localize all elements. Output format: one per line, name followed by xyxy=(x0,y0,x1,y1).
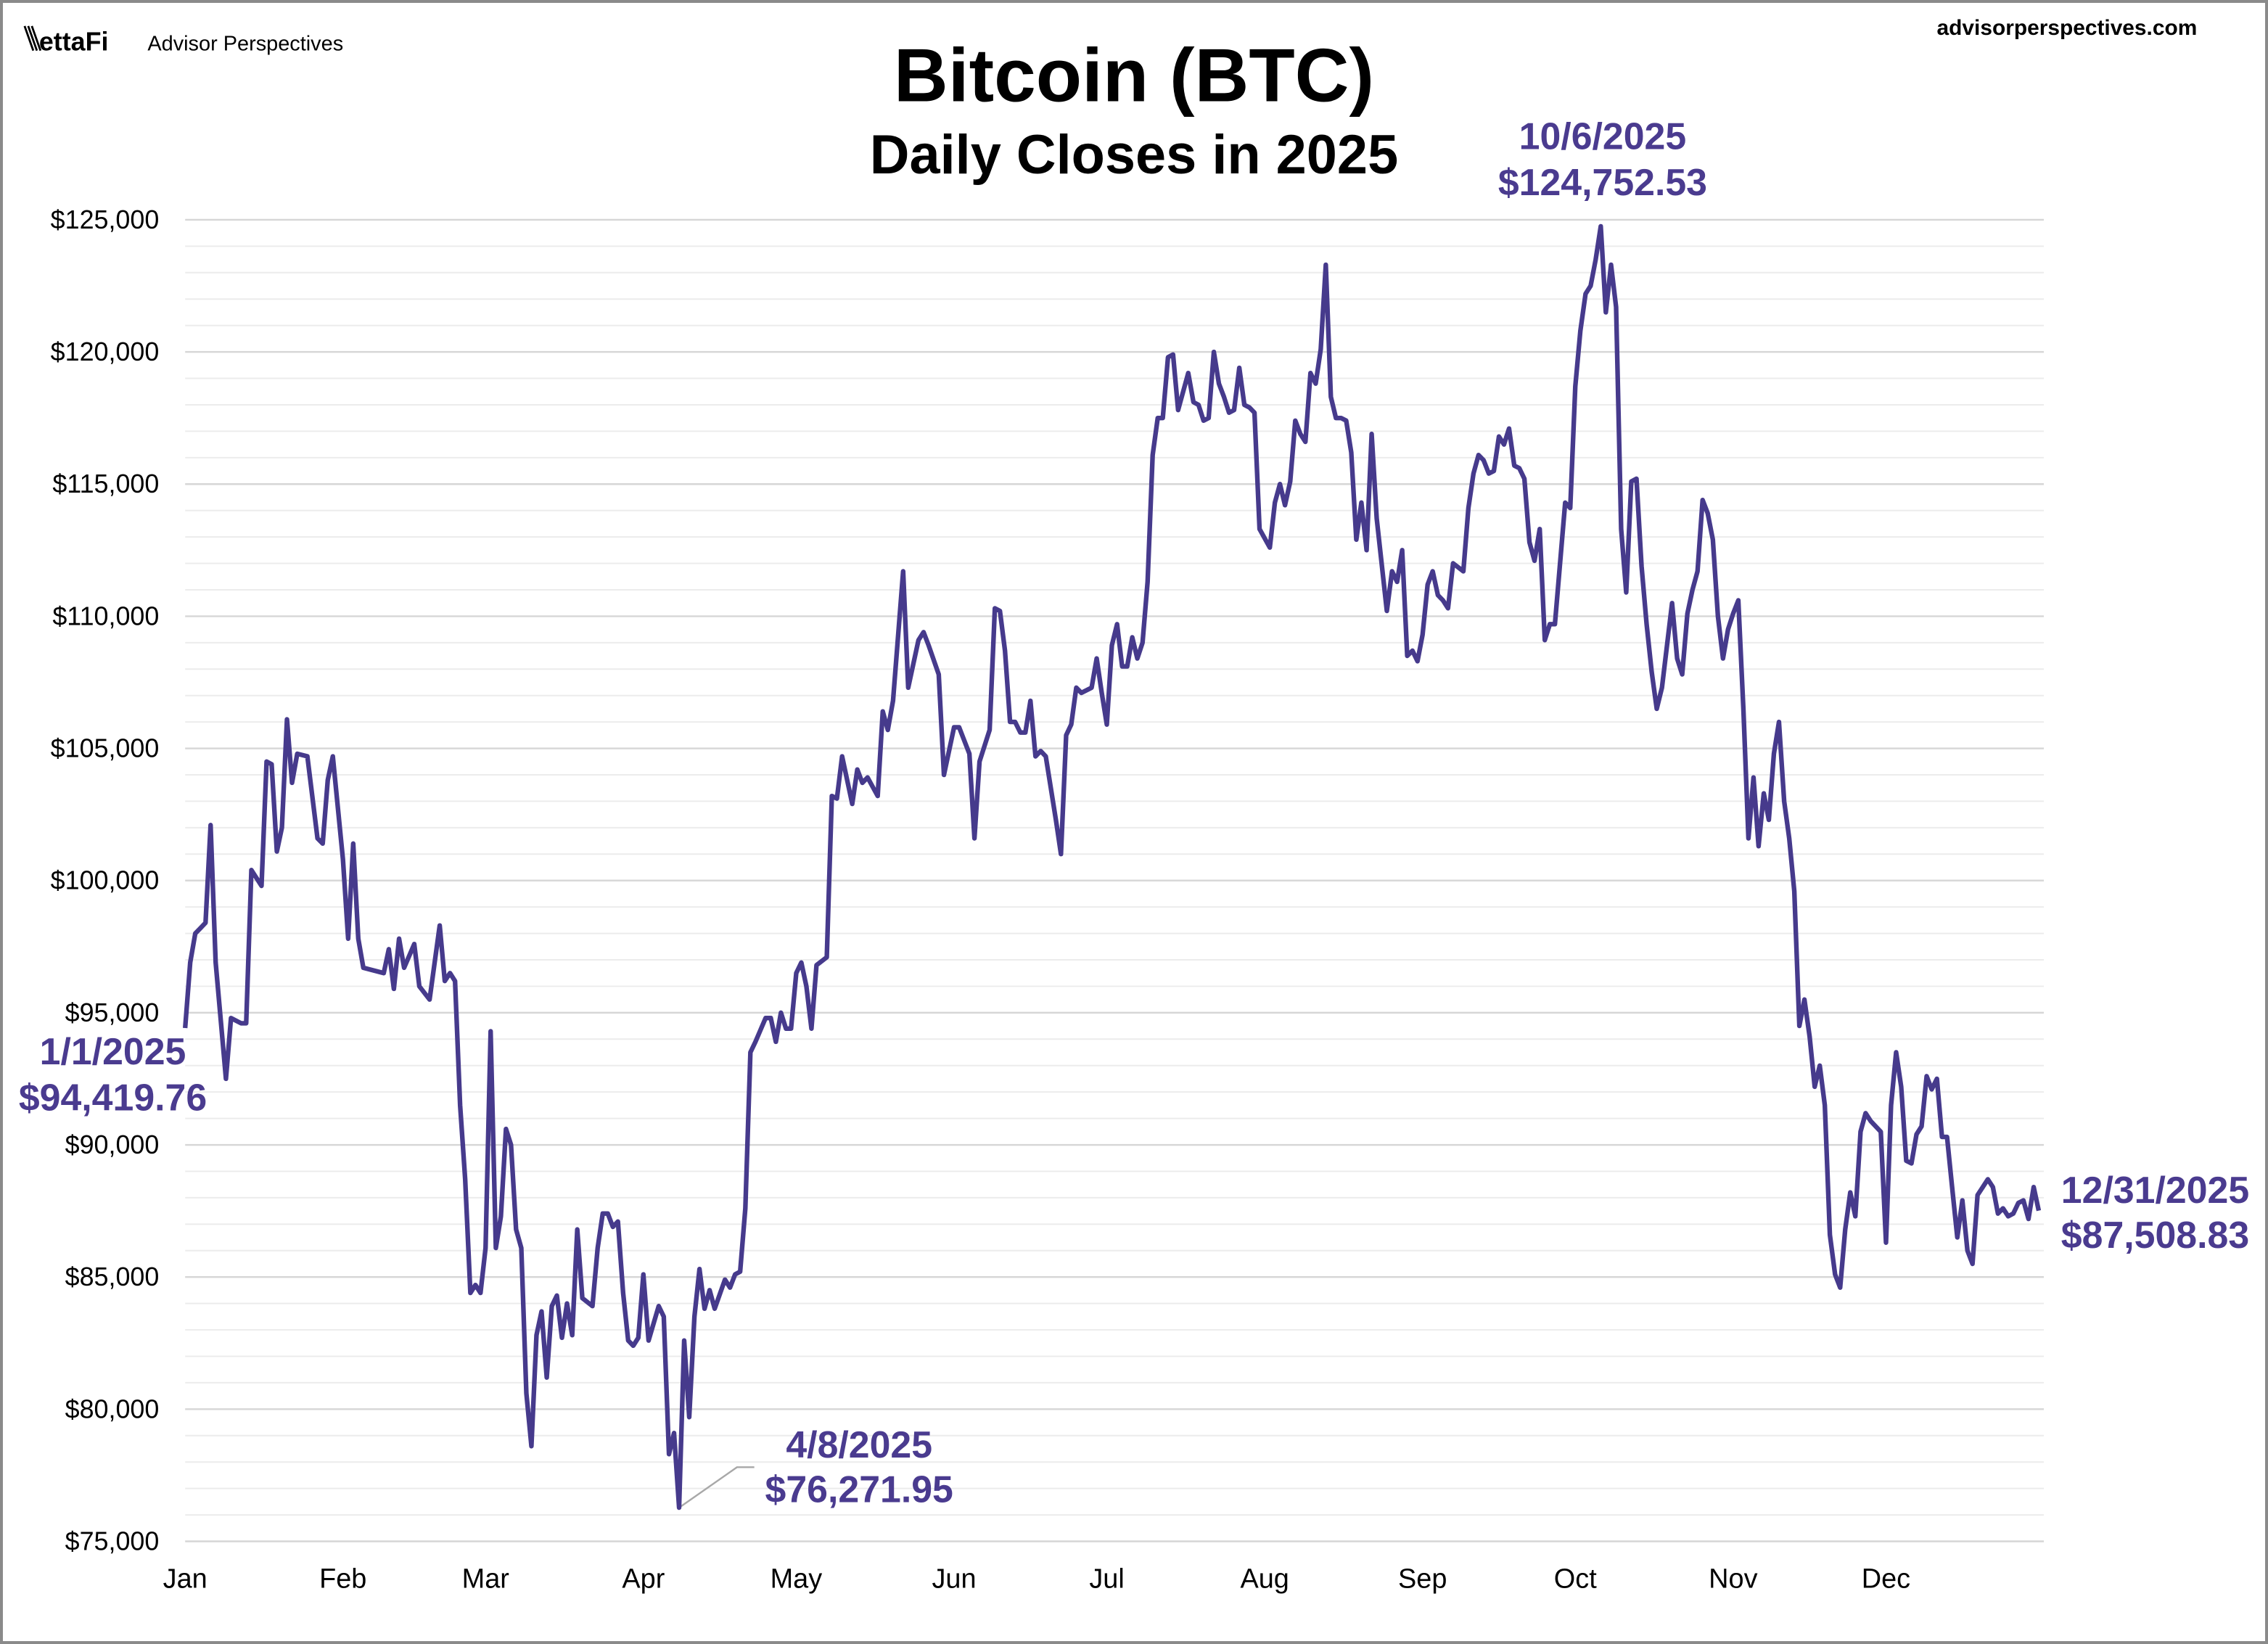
gridlines xyxy=(185,218,2044,1542)
x-tick-label: Nov xyxy=(1709,1563,1757,1594)
annotation-low-value: $76,271.95 xyxy=(765,1468,953,1511)
x-tick-label: Feb xyxy=(319,1563,366,1594)
y-axis-ticks: $125,000 $120,000 $115,000 $110,000 $105,000… xyxy=(51,205,160,1556)
annotation-end-value: $87,508.83 xyxy=(2061,1214,2249,1256)
annotation-start-date: 1/1/2025 xyxy=(40,1030,186,1072)
website-url: advisorperspectives.com xyxy=(1937,16,2198,40)
btc-price-line xyxy=(183,223,2042,1511)
annotation-start: 1/1/2025 $94,419.76 xyxy=(19,1030,207,1119)
x-tick-label: Oct xyxy=(1554,1563,1597,1594)
annotation-high: 10/6/2025 $124,752.53 xyxy=(1498,115,1707,203)
annotation-start-value: $94,419.76 xyxy=(19,1077,207,1119)
y-tick-label: $95,000 xyxy=(65,998,160,1027)
publisher-name: Advisor Perspectives xyxy=(147,33,343,56)
y-tick-label: $90,000 xyxy=(65,1130,160,1159)
x-tick-label: Dec xyxy=(1862,1563,1910,1594)
y-tick-label: $115,000 xyxy=(52,469,159,498)
x-tick-label: Jun xyxy=(932,1563,976,1594)
vettafi-v-mark-icon xyxy=(23,25,42,52)
x-tick-label: May xyxy=(771,1563,823,1594)
y-tick-label: $80,000 xyxy=(65,1394,160,1423)
x-tick-label: Mar xyxy=(462,1563,509,1594)
logo-text: ettaFi xyxy=(39,28,109,57)
x-tick-label: Sep xyxy=(1398,1563,1447,1594)
y-tick-label: $110,000 xyxy=(52,601,159,630)
y-tick-label: $85,000 xyxy=(65,1262,160,1291)
annotation-high-value: $124,752.53 xyxy=(1498,161,1707,203)
x-tick-label: Jan xyxy=(163,1563,208,1594)
btc-series xyxy=(183,223,2042,1511)
y-tick-label: $125,000 xyxy=(51,205,160,234)
x-tick-label: Jul xyxy=(1089,1563,1124,1594)
y-tick-label: $120,000 xyxy=(51,337,160,366)
annotation-end: 12/31/2025 $87,508.83 xyxy=(2061,1169,2249,1256)
annotation-low: 4/8/2025 $76,271.95 xyxy=(765,1423,953,1511)
y-tick-label: $105,000 xyxy=(51,734,160,763)
chart-subtitle: Daily Closes in 2025 xyxy=(870,124,1398,186)
vettafi-logo: ettaFi xyxy=(23,25,109,57)
y-tick-label: $100,000 xyxy=(51,866,160,895)
annotation-low-date: 4/8/2025 xyxy=(786,1423,932,1466)
chart-title: Bitcoin (BTC) xyxy=(894,33,1374,118)
x-tick-label: Aug xyxy=(1240,1563,1289,1594)
annotation-high-date: 10/6/2025 xyxy=(1519,115,1687,157)
low-annotation-leader-line xyxy=(678,1466,755,1509)
y-tick-label: $75,000 xyxy=(65,1526,160,1555)
x-tick-label: Apr xyxy=(622,1563,665,1594)
annotation-end-date: 12/31/2025 xyxy=(2061,1169,2249,1211)
x-axis-ticks: Jan Feb Mar Apr May Jun Jul Aug Sep Oct Nov Dec xyxy=(163,1563,1910,1594)
